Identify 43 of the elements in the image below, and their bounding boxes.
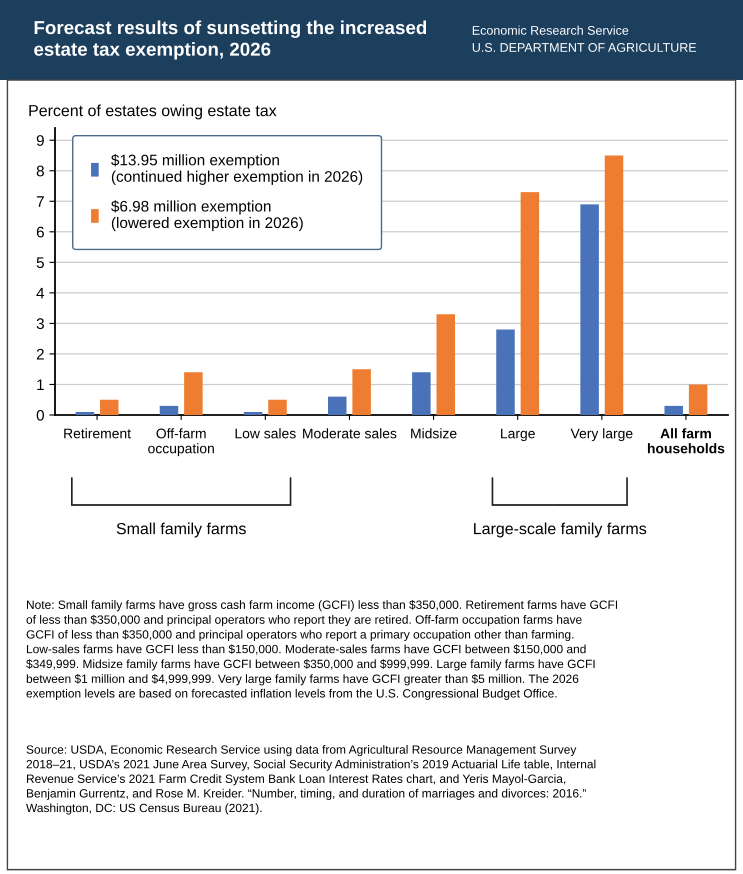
- text: Large-scale family farms: [474, 522, 646, 538]
- x-tick-label: Midsize: [411, 428, 456, 438]
- text: Small family farms: [116, 522, 246, 538]
- x-tick-label: Retirement: [64, 428, 131, 438]
- bar: [100, 400, 119, 415]
- bar: [604, 155, 624, 415]
- text: Note: Small family farms have gross cash farm income (GCFI) less than $350,000. Retirement farms have GCFI of less than $350,000 and principal operators who report they are retired. Off-farm occupation farms have GCFI of less than $350,000 and principal operators who report a primary occupation other than farming. Low-sales farms have GCFI less than $150,000. Moderate-sales farms have GCFI between $150,000 and $349,999. Midsize family farms have GCFI between $350,000 and $999,999. Large family farms have GCFI between $1 million and $4,999,999. Very large family farms have GCFI greater than $5 million. The 2026 exemption levels are based on forecasted inflation levels from the U.S. Congressional Budget Office.: [26, 600, 618, 700]
- bar: [244, 412, 262, 415]
- bar: [496, 330, 515, 415]
- bar: [412, 372, 431, 415]
- y-axis-title: Percent of estates owing estate tax: [29, 104, 277, 120]
- y-tick-label: 1: [37, 379, 44, 390]
- x-tick-label: Low sales: [236, 428, 296, 438]
- source-note: Source: USDA, Economic Research Service using data from Agricultural Resource Management Survey 2018–21, USDA’s 2021 June Area Survey, Social Security Administration’s 2019 Actuarial Life table, Internal Revenue Service’s 2021 Farm Credit System Bank Loan Interest Rates chart, and Yeris Mayol-Garcia, Benjamin Gurrentz, and Rose M. Kreider. “Number, timing, and duration of marriages and divorces: 2016.” Washington, DC: US Census Bureau (2021).: [26, 745, 596, 815]
- y-tick-label: 9: [36, 135, 44, 146]
- bar: [520, 192, 540, 415]
- bar: [328, 396, 346, 415]
- bar: [160, 406, 178, 415]
- bar: [688, 384, 708, 415]
- x-tick-label: All farm households: [648, 428, 724, 454]
- x-tick-label: Off-farm occupation: [148, 428, 214, 456]
- bar: [664, 406, 683, 415]
- y-tick-label: 0: [36, 410, 44, 421]
- y-tick-label: 3: [36, 318, 44, 330]
- legend-label: $6.98 million exemption (lowered exemption in 2026): [111, 200, 303, 232]
- legend-label: $13.95 million exemption (continued higher exemption in 2026): [111, 154, 362, 185]
- bar: [352, 369, 371, 415]
- y-tick-label: 2: [36, 348, 44, 360]
- bar: [268, 400, 287, 415]
- bar: [76, 412, 94, 415]
- x-tick-label: Large: [501, 428, 535, 442]
- x-tick-label: Moderate sales: [303, 428, 396, 438]
- y-tick-label: 6: [36, 226, 44, 238]
- y-tick-label: 4: [36, 288, 44, 298]
- chart-title: Forecast results of sunsetting the increased estate tax exemption, 2026: [34, 20, 426, 60]
- y-tick-label: 7: [36, 196, 44, 207]
- bar: [436, 314, 456, 415]
- y-tick-label: 5: [36, 257, 44, 268]
- bar: [184, 372, 203, 415]
- x-tick-label: Very large: [570, 428, 632, 442]
- bar: [580, 204, 599, 415]
- y-tick-label: 8: [36, 166, 44, 176]
- chart-subtitle: Economic Research Service U.S. DEPARTMENT OF AGRICULTURE: [472, 26, 696, 52]
